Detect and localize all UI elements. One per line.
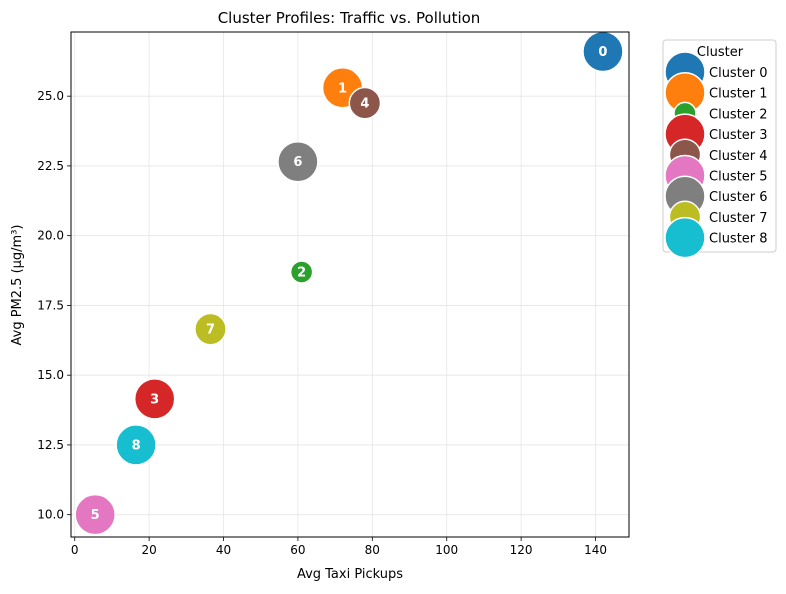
y-tick-label: 17.5	[37, 298, 64, 312]
ticks-layer: 0 20 40 60 80 100 120 14010.012.515.017.520.022…	[37, 89, 607, 557]
x-tick-label: 20	[141, 543, 156, 557]
x-tick-label: 0	[71, 543, 79, 557]
cluster-4-bubble[interactable]	[348, 86, 382, 120]
legend-label-cluster-8: Cluster 8	[709, 232, 768, 247]
x-tick-label: 80	[365, 543, 380, 557]
cluster-1-point-label: 1	[338, 81, 347, 96]
plot-frame	[70, 31, 630, 538]
chart-title: Cluster Profiles: Traffic vs. Pollution	[218, 9, 481, 27]
points-layer: 0 1 2 3 4 5 6 7 8	[74, 30, 624, 536]
legend-label-cluster-1: Cluster 1	[709, 87, 768, 102]
legend-label-cluster-6: Cluster 6	[709, 190, 768, 205]
x-tick-label: 40	[216, 543, 231, 557]
legend-label-cluster-5: Cluster 5	[709, 170, 768, 185]
cluster-8-point-label: 8	[132, 438, 141, 453]
x-tick-label: 60	[290, 543, 305, 557]
cluster-7-point-label: 7	[206, 323, 215, 338]
y-tick-label: 20.0	[37, 229, 64, 243]
x-axis-label: Avg Taxi Pickups	[297, 567, 403, 582]
legend-label-cluster-2: Cluster 2	[709, 107, 768, 122]
legend-label-cluster-3: Cluster 3	[709, 128, 768, 143]
x-tick-label: 100	[435, 543, 458, 557]
y-tick-label: 12.5	[37, 438, 64, 452]
cluster-6-point-label: 6	[293, 155, 302, 170]
y-axis-label: Avg PM2.5 (µg/m³)	[10, 225, 25, 346]
cluster-3-point-label: 3	[150, 392, 159, 407]
legend-label-cluster-7: Cluster 7	[709, 211, 768, 226]
y-tick-label: 15.0	[37, 368, 64, 382]
y-tick-label: 25.0	[37, 89, 64, 103]
legend-items: Cluster 0 Cluster 1 Cluster 2 Cluster 3 Clus…	[664, 51, 768, 259]
cluster-8-bubble[interactable]	[115, 424, 157, 466]
cluster-6-bubble[interactable]	[277, 140, 319, 183]
x-tick-label: 140	[584, 543, 607, 557]
cluster-7-bubble[interactable]	[194, 312, 227, 346]
cluster-5-point-label: 5	[91, 508, 100, 523]
cluster-2-bubble[interactable]	[289, 260, 314, 284]
cluster-3-bubble[interactable]	[133, 378, 176, 420]
grid-layer	[71, 32, 629, 537]
cluster-0-point-label: 0	[598, 45, 607, 60]
x-tick-label: 120	[510, 543, 533, 557]
cluster-4-point-label: 4	[360, 97, 369, 112]
y-tick-label: 10.0	[37, 508, 64, 522]
legend-label-cluster-4: Cluster 4	[709, 149, 768, 164]
legend-label-cluster-0: Cluster 0	[709, 66, 768, 81]
legend-marker-cluster-8	[664, 216, 706, 259]
cluster-5-bubble[interactable]	[74, 493, 116, 536]
cluster-2-point-label: 2	[297, 265, 306, 280]
legend-title: Cluster	[697, 45, 744, 60]
y-tick-label: 22.5	[37, 159, 64, 173]
